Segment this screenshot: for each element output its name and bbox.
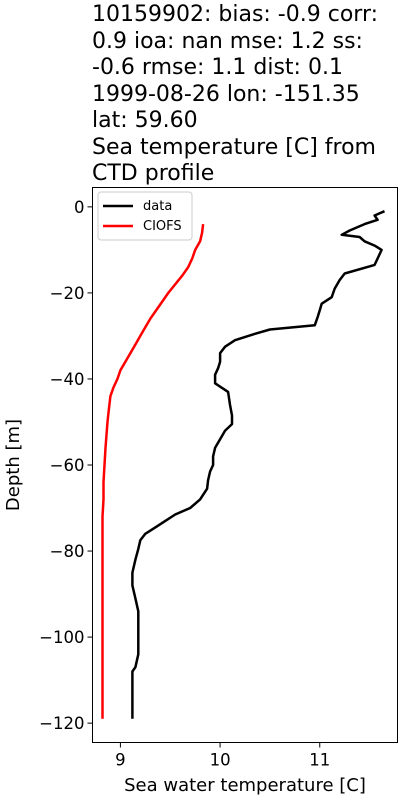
y-tick-label: −60 xyxy=(50,456,85,475)
x-axis-label: Sea water temperature [C] xyxy=(124,775,366,796)
y-tick-label: 0 xyxy=(74,198,85,217)
x-tick-label: 11 xyxy=(309,751,330,770)
series-layer xyxy=(101,210,385,719)
y-axis-label: Depth [m] xyxy=(3,419,24,511)
legend-label-ciofs: CIOFS xyxy=(143,219,182,234)
legend: data CIOFS xyxy=(97,191,193,241)
y-tick-label: −40 xyxy=(50,370,85,389)
series-line-ciofs xyxy=(101,223,205,719)
y-tick-label: −20 xyxy=(50,284,85,303)
legend-label-data: data xyxy=(143,199,172,214)
y-tick-label: −100 xyxy=(39,628,84,647)
ticks-layer: 9 10 11 0 −20 −40 −60 −80 −100 −120 xyxy=(39,198,330,770)
legend-box xyxy=(97,191,193,241)
chart-title: 10159902: bias: -0.9 corr: 0.9 ioa: nan … xyxy=(92,2,379,186)
series-line-data xyxy=(131,210,385,719)
x-tick-label: 9 xyxy=(115,751,126,770)
y-tick-label: −120 xyxy=(39,714,84,733)
y-tick-label: −80 xyxy=(50,542,85,561)
x-tick-label: 10 xyxy=(210,751,231,770)
